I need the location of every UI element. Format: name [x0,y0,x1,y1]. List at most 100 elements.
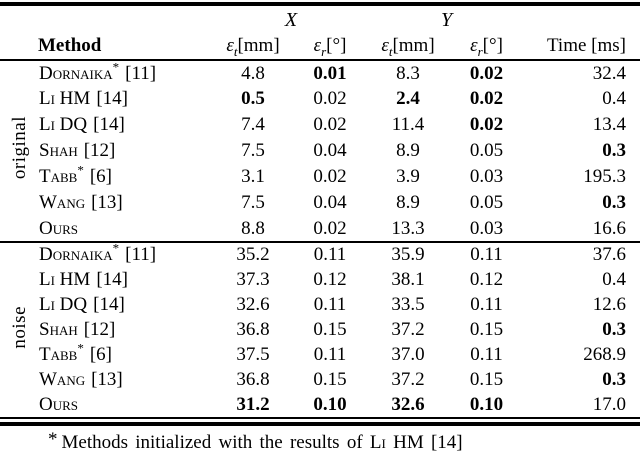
cell-et-y: 8.9 [396,192,420,213]
cell-time: 12.6 [592,293,626,315]
star-marker: * [112,240,120,256]
cell-time: 37.6 [592,244,626,265]
method-cell: Li HM [14] [36,86,214,112]
table-header: X Y Method εt[mm] εr[°] εt[mm] εr[°] Tim… [0,4,640,60]
cell-er-x: 0.11 [313,293,347,315]
cell-er-x: 0.01 [313,62,347,84]
star-marker: * [112,59,120,75]
group-label-noise: noise [9,305,30,349]
cell-er-x: 0.12 [313,268,347,290]
cell-et-y: 32.6 [391,393,425,415]
method-cell: Li DQ [14] [36,112,214,138]
cell-time: 0.4 [602,88,626,109]
method-name: Ours [39,393,79,415]
method-name: Tabb [39,343,78,365]
group-label-cell: noise [0,242,36,417]
method-ref: [13] [91,368,123,390]
table-row: Tabb* [6] 3.1 0.02 3.9 0.03 195.3 [0,164,640,190]
cell-time: 0.3 [602,140,626,161]
cell-time: 16.6 [592,217,626,239]
method-name: Tabb [39,166,78,187]
column-header-eps-t-x: εt[mm] [226,34,280,59]
table-row: Ours 8.8 0.02 13.3 0.03 16.6 [0,216,640,242]
cell-er-y: 0.15 [469,318,504,340]
block-noise: noise Dornaika* [11] 35.2 0.11 35.9 0.11 … [0,242,640,417]
cell-er-y: 0.15 [469,368,504,390]
group-header-row: X Y [0,4,640,32]
cell-et-y: 13.3 [391,217,425,239]
cell-et-x: 4.8 [241,62,265,84]
table-row: Li HM [14] 37.3 0.12 38.1 0.12 0.4 [0,267,640,292]
method-cell: Shah [12] [36,317,214,342]
method-name: Dornaika [39,62,113,84]
method-cell: Ours [36,216,214,242]
cell-er-y: 0.10 [469,393,504,415]
footnote-text: Methods initialized with the results of [61,432,363,453]
footnote-marker: * [48,429,58,450]
cell-er-x: 0.02 [313,88,347,109]
bottom-double-rule [0,417,640,426]
cell-er-x: 0.10 [313,393,347,415]
cell-et-x: 0.5 [241,88,265,109]
block-original: original Dornaika* [11] 4.8 0.01 8.3 0.02… [0,60,640,242]
cell-et-y: 38.1 [391,268,425,290]
method-name: Shah [39,318,78,340]
cell-er-y: 0.02 [469,114,504,135]
cell-er-x: 0.04 [313,140,347,161]
cell-er-x: 0.15 [313,368,347,390]
cell-er-y: 0.12 [469,268,504,290]
table-row: Ours 31.2 0.10 32.6 0.10 17.0 [0,392,640,417]
cell-time: 0.4 [602,268,626,290]
cell-er-x: 0.15 [313,318,347,340]
column-header-row: Method εt[mm] εr[°] εt[mm] εr[°] Time [m… [0,32,640,60]
method-ref: [6] [89,166,112,187]
cell-et-x: 37.3 [236,268,270,290]
method-name: Li DQ [39,114,88,135]
table-row: Li DQ [14] 32.6 0.11 33.5 0.11 12.6 [0,292,640,317]
table-row: original Dornaika* [11] 4.8 0.01 8.3 0.02… [0,60,640,179]
method-ref: [14] [93,293,125,315]
method-cell: Li HM [14] [36,267,214,292]
cell-et-y: 33.5 [391,293,425,315]
footnote: * Methods initialized with the results of… [0,426,640,454]
table-row: Shah [12] 7.5 0.04 8.9 0.05 0.3 [0,138,640,164]
cell-time: 0.3 [602,368,626,390]
cell-er-x: 0.11 [313,244,347,265]
method-name: Wang [39,192,86,213]
method-name: Shah [39,140,78,161]
star-marker: * [77,162,84,178]
method-cell: Dornaika* [11] [36,60,214,86]
cell-er-y: 0.02 [469,88,504,109]
method-ref: [12] [83,318,116,340]
cell-er-y: 0.05 [469,192,504,213]
table-row: Wang [13] 7.5 0.04 8.9 0.05 0.3 [0,190,640,216]
star-marker: * [77,340,84,356]
cell-et-y: 8.9 [396,140,420,161]
cell-er-y: 0.03 [469,166,504,187]
cell-et-x: 36.8 [236,318,270,340]
cell-et-y: 3.9 [396,166,420,187]
cell-er-x: 0.11 [313,343,347,365]
method-ref: [14] [93,114,125,135]
cell-et-y: 37.0 [391,343,425,365]
table-row: Li HM [14] 0.5 0.02 2.4 0.02 0.4 [0,86,640,112]
table-row: Wang [13] 36.8 0.15 37.2 0.15 0.3 [0,367,640,392]
cell-er-y: 0.11 [470,293,503,315]
cell-et-x: 3.1 [241,166,265,187]
column-header-eps-r-x: εr[°] [313,34,347,59]
method-cell: Shah [12] [36,138,214,164]
cell-er-y: 0.02 [469,62,504,84]
table-row: Shah [12] 36.8 0.15 37.2 0.15 0.3 [0,317,640,342]
group-label-cell: original [0,60,36,242]
cell-et-y: 37.2 [391,318,425,340]
method-ref: [14] [96,88,128,109]
cell-et-x: 36.8 [236,368,270,390]
results-table: X Y Method εt[mm] εr[°] εt[mm] εr[°] Tim… [0,2,640,417]
method-cell: Ours [36,392,214,417]
method-cell: Wang [13] [36,190,214,216]
cell-et-y: 37.2 [391,368,425,390]
method-ref: [11] [125,244,157,265]
table-row: Tabb* [6] 37.5 0.11 37.0 0.11 268.9 [0,340,640,367]
table-row: noise Dornaika* [11] 35.2 0.11 35.9 0.11 … [0,240,640,349]
